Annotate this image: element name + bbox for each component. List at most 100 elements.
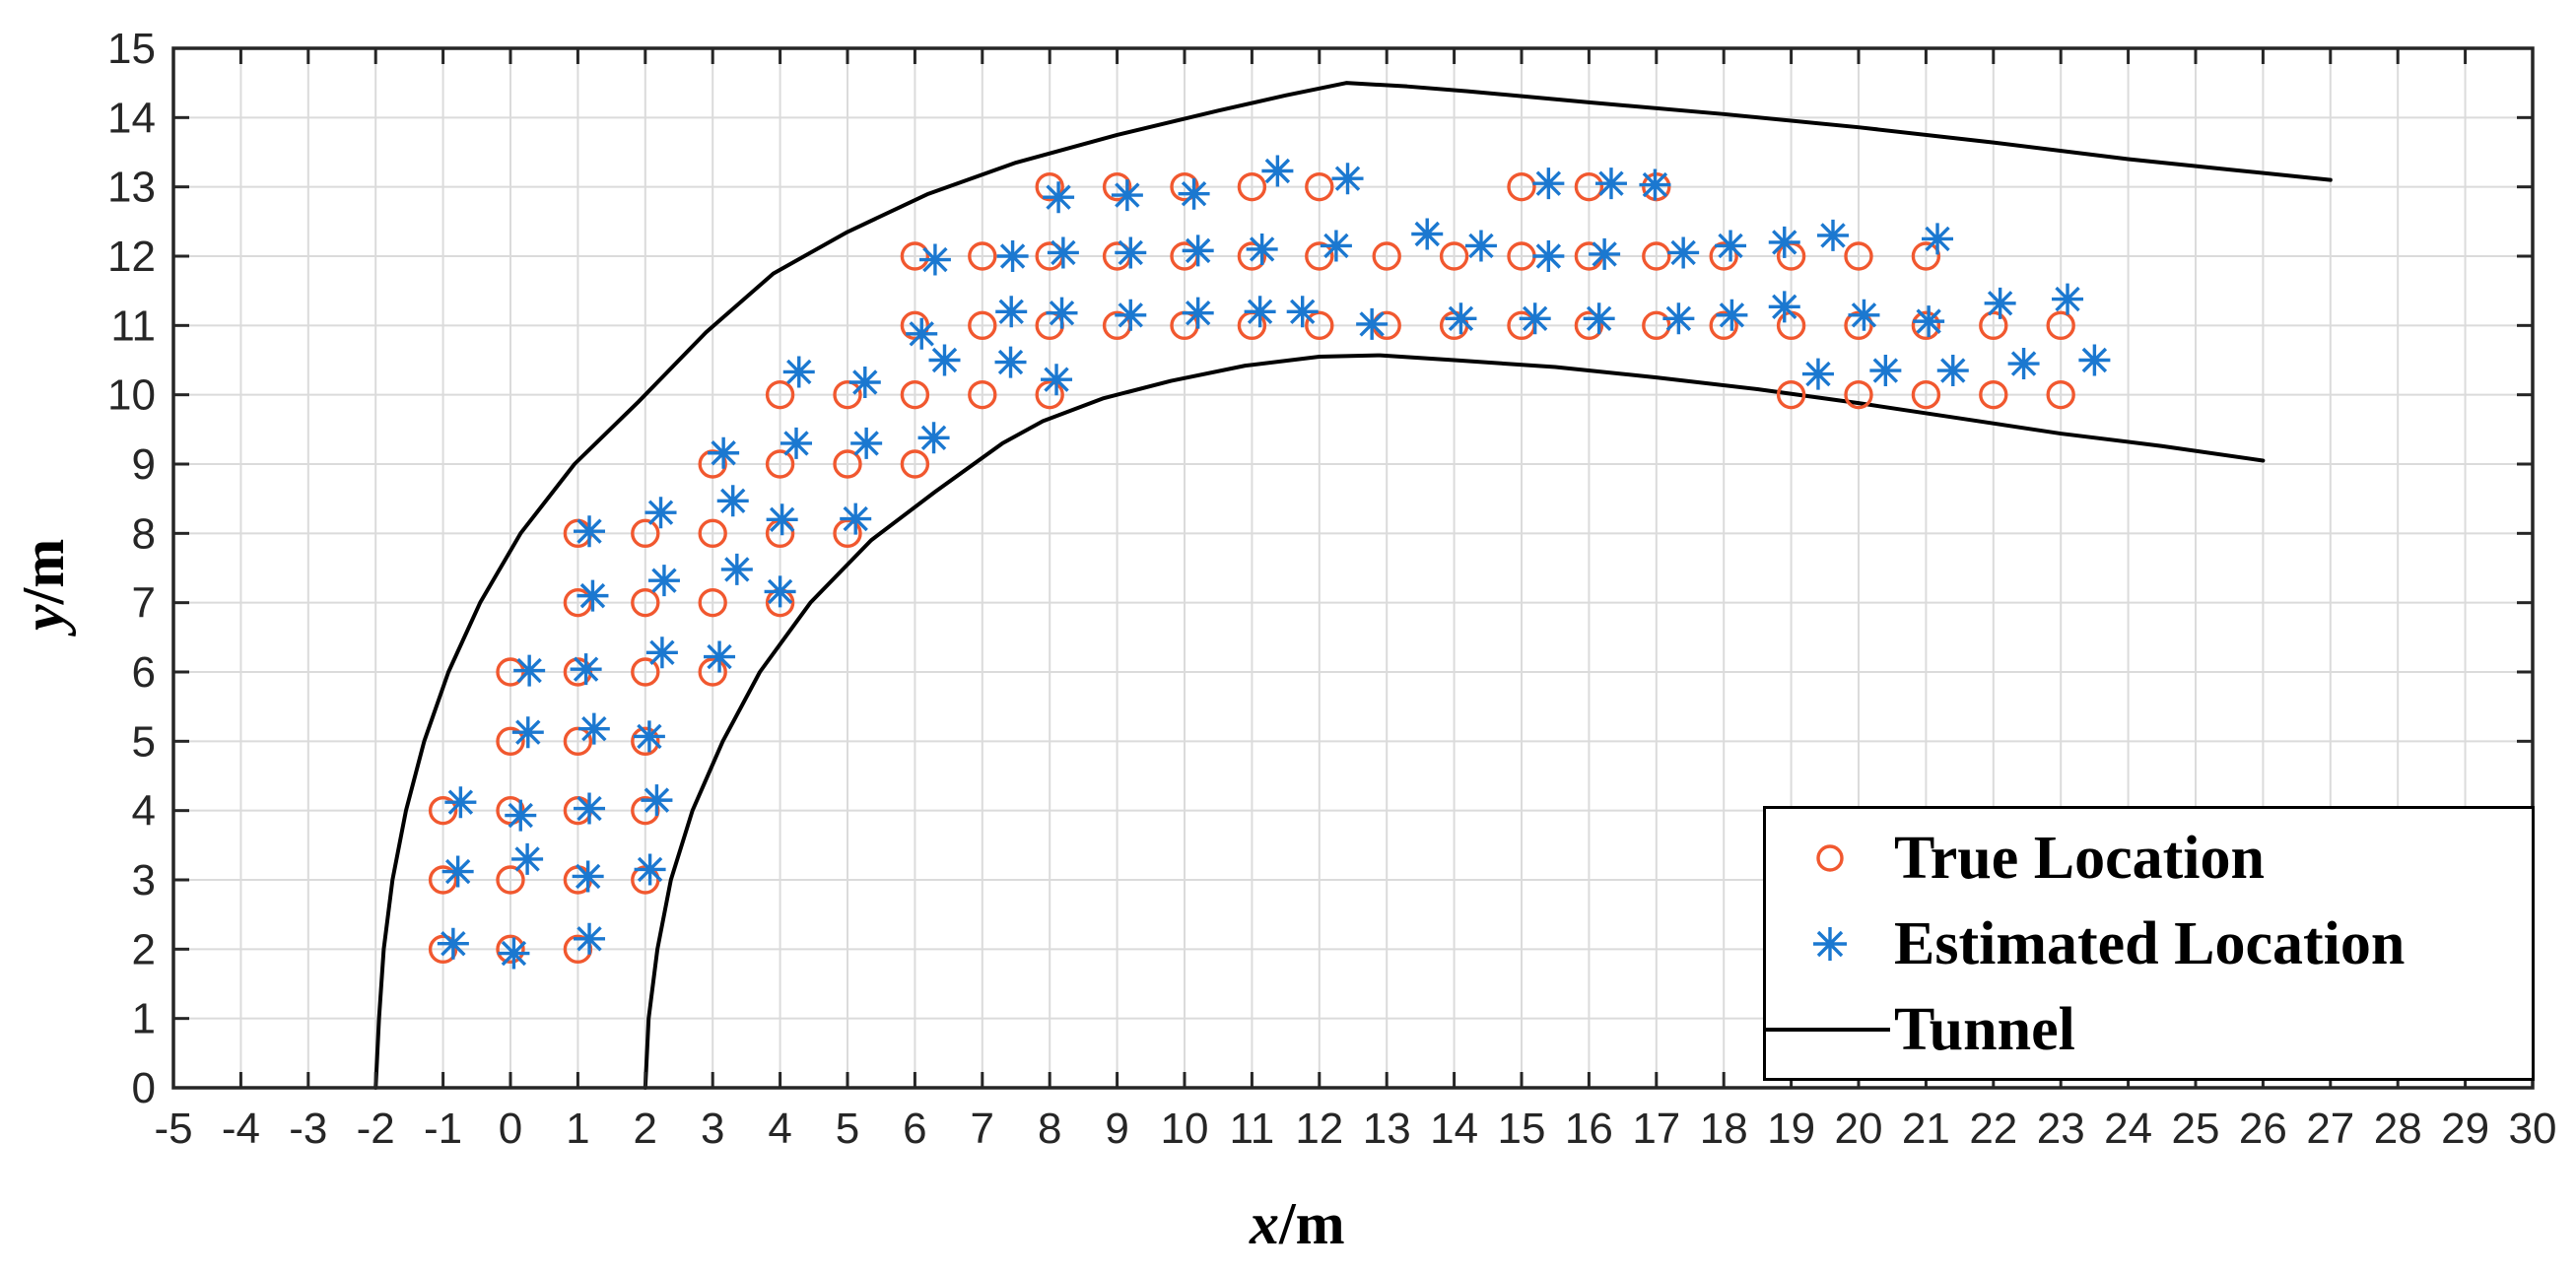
estimated-location-marker — [996, 240, 1029, 272]
y-tick-label: 12 — [107, 233, 156, 281]
estimated-location-marker — [1246, 233, 1278, 265]
estimated-location-marker — [511, 842, 544, 875]
x-axis-label-unit: /m — [1279, 1191, 1345, 1256]
estimated-location-marker — [513, 654, 546, 687]
true-location-marker — [631, 657, 660, 687]
estimated-location-marker — [766, 503, 798, 536]
estimated-location-marker — [780, 427, 813, 459]
estimated-location-marker — [1817, 219, 1850, 251]
true-location-marker — [698, 449, 727, 479]
legend-row-tunnel: Tunnel — [1766, 988, 2532, 1071]
true-location-marker — [765, 379, 795, 410]
y-tick-label: 13 — [107, 164, 156, 212]
x-tick-label: 15 — [1498, 1105, 1546, 1153]
estimated-location-marker — [577, 712, 610, 745]
estimated-location-marker — [2052, 283, 2084, 315]
true-location-marker — [698, 518, 727, 549]
estimated-location-marker — [1115, 299, 1147, 331]
true-location-marker — [900, 379, 930, 410]
x-tick-label: -4 — [222, 1105, 260, 1153]
true-location-marker — [1911, 241, 1941, 271]
estimated-location-marker — [1913, 305, 1945, 338]
estimated-location-marker — [644, 497, 677, 529]
true-location-marker — [1305, 171, 1334, 202]
x-tick-label: -3 — [289, 1105, 327, 1153]
estimated-location-marker — [505, 799, 537, 832]
legend-row-true-location: True Location — [1766, 817, 2532, 900]
estimated-location-marker — [850, 427, 883, 459]
estimated-location-marker — [1320, 230, 1352, 262]
estimated-location-marker — [1984, 287, 2016, 319]
estimated-location-marker — [1445, 302, 1477, 335]
y-axis-label-unit: /m — [11, 538, 76, 605]
true-location-marker — [496, 865, 525, 895]
tunnel-outer-wall — [373, 81, 2333, 1090]
y-tick-label: 11 — [110, 302, 156, 350]
estimated-location-marker — [1261, 155, 1294, 187]
estimated-location-marker — [1594, 168, 1627, 200]
y-tick-label: 6 — [132, 648, 156, 697]
true-location-marker — [1911, 310, 1941, 341]
true-location-marker — [428, 795, 458, 826]
true-location-marker — [1574, 171, 1604, 202]
estimated-location-asterisk-icon — [1766, 920, 1894, 968]
estimated-location-marker — [716, 485, 749, 517]
true-location-marker — [1237, 241, 1267, 271]
x-axis-label: x/m — [1250, 1190, 1345, 1258]
estimated-location-marker — [1922, 223, 1954, 255]
estimated-location-marker — [633, 720, 665, 753]
true-location-marker — [563, 726, 593, 757]
x-tick-label: 29 — [2441, 1105, 2489, 1153]
estimated-location-marker — [1411, 218, 1444, 250]
true-location-marker — [698, 657, 727, 687]
estimated-location-marker — [708, 436, 740, 469]
true-location-marker — [900, 449, 930, 479]
estimated-location-marker — [1869, 355, 1902, 387]
x-tick-label: 2 — [634, 1105, 657, 1153]
estimated-location-marker — [704, 640, 736, 673]
true-location-marker — [1642, 310, 1671, 341]
true-location-marker — [428, 934, 458, 965]
y-tick-label: 14 — [107, 94, 156, 142]
y-tick-label: 8 — [132, 509, 156, 558]
estimated-location-marker — [1047, 236, 1079, 269]
x-tick-label: 1 — [566, 1105, 589, 1153]
y-tick-label: 0 — [132, 1064, 156, 1112]
true-location-marker — [2046, 310, 2075, 341]
x-tick-label: 11 — [1230, 1105, 1275, 1153]
true-location-marker — [1844, 379, 1873, 410]
axis-box — [171, 46, 2535, 1090]
true-location-marker — [1979, 310, 2008, 341]
estimated-location-marker — [1464, 230, 1497, 262]
y-tick-label: 9 — [132, 440, 156, 489]
x-tick-label: 5 — [836, 1105, 859, 1153]
true-location-marker — [1507, 171, 1536, 202]
estimated-location-marker — [994, 346, 1027, 378]
y-tick-label: 3 — [132, 856, 156, 904]
y-axis-label-variable: y — [11, 604, 76, 631]
true-location-marker — [968, 241, 997, 271]
true-location-marker — [1911, 379, 1941, 410]
estimated-location-marker — [1848, 299, 1880, 331]
estimated-location-marker — [1178, 177, 1210, 210]
estimated-location-marker — [1041, 364, 1073, 396]
true-location-marker — [1979, 379, 2008, 410]
x-tick-label: 9 — [1105, 1105, 1128, 1153]
y-tick-label: 2 — [132, 925, 156, 973]
x-tick-label: 18 — [1700, 1105, 1748, 1153]
true-location-marker — [563, 587, 593, 618]
x-tick-label: 30 — [2509, 1105, 2557, 1153]
x-tick-label: 3 — [701, 1105, 724, 1153]
x-tick-label: 17 — [1632, 1105, 1680, 1153]
tunnel-inner-wall — [643, 353, 2266, 1090]
tunnel-line-icon — [1766, 1025, 1894, 1035]
estimated-location-marker — [574, 515, 606, 548]
estimated-location-marker — [928, 344, 961, 376]
estimated-location-marker — [1043, 181, 1075, 214]
true-location-marker — [1776, 379, 1806, 410]
true-location-marker — [1237, 171, 1267, 202]
y-tick-label: 10 — [107, 371, 156, 420]
true-location-marker — [631, 726, 660, 757]
estimated-location-marker — [1801, 358, 1834, 390]
estimated-location-marker — [511, 716, 544, 749]
